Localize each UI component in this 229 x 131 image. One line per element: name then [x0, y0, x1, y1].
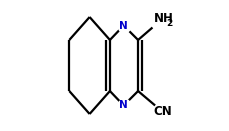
Text: N: N [119, 21, 128, 31]
Text: NH: NH [154, 12, 174, 26]
Text: 2: 2 [166, 19, 172, 28]
Text: CN: CN [154, 105, 172, 118]
Text: N: N [119, 100, 128, 110]
